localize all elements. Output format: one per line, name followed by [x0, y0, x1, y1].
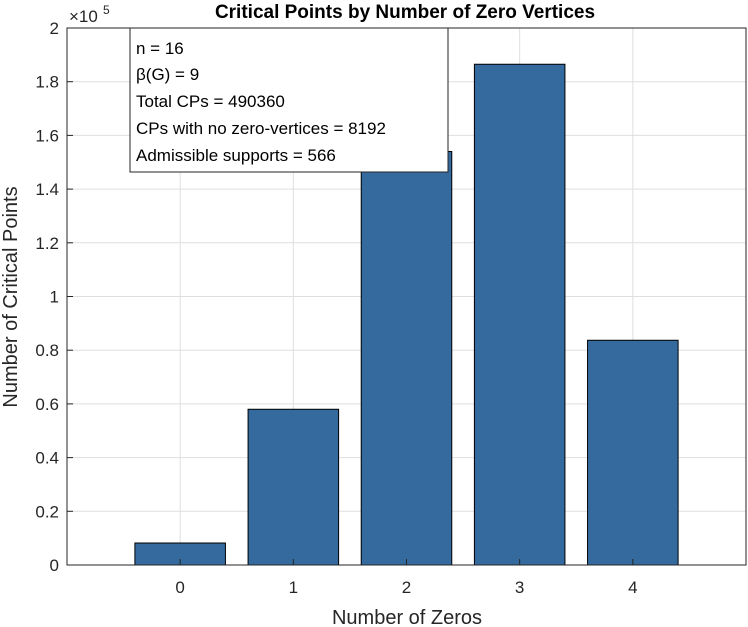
y-tick-label: 0.6: [35, 395, 59, 414]
y-tick-label: 1: [50, 288, 59, 307]
bar-4: [587, 339, 679, 566]
y-tick-label: 0.4: [35, 449, 59, 468]
y-exponent: ×10 5: [69, 3, 110, 26]
y-tick-label: 1.4: [35, 180, 59, 199]
x-axis-label: Number of Zeros: [332, 607, 482, 627]
y-tick-label: 1.2: [35, 234, 59, 253]
bar-2: [360, 151, 453, 566]
x-tick-label: 2: [402, 578, 411, 597]
info-line-admissible: Admissible supports = 566: [136, 146, 336, 165]
x-tick-label: 1: [289, 578, 298, 597]
chart-title: Critical Points by Number of Zero Vertic…: [215, 2, 595, 23]
bar-series: [134, 63, 679, 566]
y-tick-label: 0.8: [35, 341, 59, 360]
y-exponent-base: ×10: [69, 7, 98, 26]
bar-3: [473, 63, 566, 566]
bar-1: [247, 408, 340, 566]
y-tick-label: 1.6: [35, 126, 59, 145]
info-annotation-box: n = 16 β(G) = 9 Total CPs = 490360 CPs w…: [129, 27, 449, 173]
info-line-total-cps: Total CPs = 490360: [136, 92, 285, 111]
info-line-beta: β(G) = 9: [136, 65, 199, 84]
info-line-cps-no-zero: CPs with no zero-vertices = 8192: [136, 119, 386, 138]
y-tick-label: 1.8: [35, 73, 59, 92]
x-tick-label: 3: [515, 578, 524, 597]
y-axis-label: Number of Critical Points: [0, 186, 22, 407]
info-line-n: n = 16: [136, 39, 184, 58]
x-tick-label: 0: [175, 578, 184, 597]
tick-labels: 0 0.2 0.4 0.6 0.8 1 1.2 1.4 1.6 1.8 2 0 1 2 3 4: [35, 19, 637, 597]
y-tick-label: 0: [50, 556, 59, 575]
y-exponent-power: 5: [103, 3, 110, 17]
info-box-frame: [129, 27, 449, 173]
x-tick-label: 4: [628, 578, 637, 597]
y-tick-label: 2: [50, 19, 59, 38]
y-tick-label: 0.2: [35, 502, 59, 521]
